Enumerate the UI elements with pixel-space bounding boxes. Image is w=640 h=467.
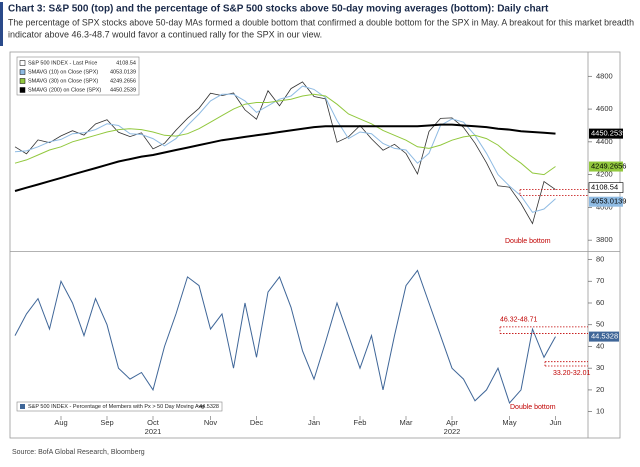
series-line — [14, 123, 556, 192]
y-tick-label: 3800 — [596, 235, 613, 244]
series-line — [14, 269, 556, 404]
legend-box — [16, 56, 140, 96]
legend-label: SMAVG (10) on Close (SPX) — [28, 69, 98, 75]
x-tick-label: Nov — [204, 418, 218, 427]
x-tick-label: Dec — [250, 418, 264, 427]
legend-swatch — [19, 78, 26, 84]
y-tick-label: 4600 — [596, 104, 613, 113]
y-tick-label: 70 — [596, 276, 604, 285]
year-label: 2021 — [145, 427, 162, 436]
x-tick-label: Jan — [308, 418, 320, 427]
x-tick-label: Mar — [400, 418, 413, 427]
value-box — [588, 182, 624, 193]
x-tick-label: Sep — [100, 418, 113, 427]
legend-value: 4053.0139 — [110, 69, 136, 75]
y-tick-label: 20 — [596, 385, 604, 394]
value-label: 4450.2539 — [591, 129, 626, 138]
subtitle: indicator above 46.3-48.7 would favor a … — [8, 29, 322, 39]
value-box — [589, 331, 619, 342]
series-line — [14, 85, 556, 213]
chart-title: Chart 3: S&P 500 (top) and the percentag… — [8, 4, 549, 15]
x-tick-label: Apr — [446, 418, 458, 427]
x-tick-label: Oct — [147, 418, 160, 427]
value-label: 4053.0139 — [591, 197, 626, 206]
y-tick-label: 4400 — [596, 137, 613, 146]
legend-swatch — [19, 60, 26, 66]
y-tick-label: 50 — [596, 320, 604, 329]
y-tick-label: 40 — [596, 341, 604, 350]
legend-label: S&P 500 INDEX - Percentage of Members wi… — [28, 404, 204, 410]
y-tick-label: 4200 — [596, 170, 613, 179]
value-label: 4108.54 — [591, 183, 618, 192]
x-tick-label: May — [502, 418, 516, 427]
annotation-box — [544, 361, 588, 367]
value-label: 44.5328 — [591, 332, 618, 341]
legend-value: 4249.2656 — [110, 78, 136, 84]
y-tick-label: 4000 — [596, 202, 613, 211]
subtitle: The percentage of SPX stocks above 50-da… — [8, 17, 634, 27]
y-tick-label: 10 — [596, 407, 604, 416]
x-tick-label: Feb — [354, 418, 367, 427]
legend-swatch — [20, 404, 25, 409]
y-tick-label: 4800 — [596, 71, 613, 80]
header-bar — [0, 2, 3, 46]
legend-label: SMAVG (200) on Close (SPX) — [28, 87, 101, 93]
legend-value: 44.5328 — [199, 404, 219, 410]
y-tick-label: 60 — [596, 298, 604, 307]
legend-swatch — [19, 87, 26, 93]
legend-swatch — [19, 69, 26, 75]
y-tick-label: 80 — [596, 255, 604, 264]
series-line — [14, 81, 556, 225]
value-box — [589, 196, 623, 207]
value-box — [589, 161, 623, 172]
y-tick-label: 30 — [596, 363, 604, 372]
annotation: 46.32-48.71 — [500, 317, 537, 324]
source: Source: BofA Global Research, Bloomberg — [12, 449, 145, 456]
annotation-box — [499, 326, 588, 334]
legend-box — [16, 401, 223, 412]
x-tick-label: Jun — [549, 418, 561, 427]
annotation: Double bottom — [510, 404, 556, 411]
series-line — [14, 93, 556, 176]
legend-value: 4108.54 — [116, 60, 136, 66]
annotation-box — [519, 189, 588, 197]
value-box — [589, 128, 623, 139]
annotation: Double bottom — [505, 238, 551, 245]
year-label: 2022 — [444, 427, 461, 436]
legend-label: SMAVG (30) on Close (SPX) — [28, 78, 98, 84]
x-tick-label: Aug — [54, 418, 67, 427]
legend-label: S&P 500 INDEX - Last Price — [28, 60, 97, 66]
value-label: 4249.2656 — [591, 162, 626, 171]
frame — [9, 51, 621, 439]
annotation: 33.20-32.01 — [553, 370, 590, 377]
legend-value: 4450.2539 — [110, 87, 136, 93]
